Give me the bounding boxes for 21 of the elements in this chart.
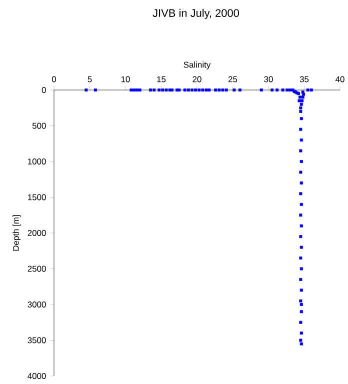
x-tick-label: 40 [335,76,344,82]
y-tick-label: 2000 [28,230,46,236]
x-tick-label: 35 [300,76,309,82]
x-tick-label: 30 [264,76,273,82]
y-tick-label: 0 [42,87,46,93]
x-axis-title: Salinity [184,62,211,70]
x-tick-label: 25 [228,76,238,82]
y-tick-label: 4000 [28,373,46,379]
y-tick-label: 500 [32,122,46,129]
x-tick-label: 0 [52,76,56,82]
y-tick-label: 2500 [28,266,46,272]
y-tick-label: 1500 [28,194,46,200]
y-tick-label: 1000 [28,158,46,164]
x-tick-label: 20 [192,76,202,82]
x-tick-label: 10 [121,76,130,82]
y-tick-label: 3500 [28,337,46,344]
x-tick-label: 5 [88,76,92,82]
y-tick-label: 3000 [28,302,46,308]
y-axis-title: Depth [m] [12,215,21,251]
x-tick-label: 15 [157,76,166,82]
chart-title: JIVB in July, 2000 [152,8,240,20]
